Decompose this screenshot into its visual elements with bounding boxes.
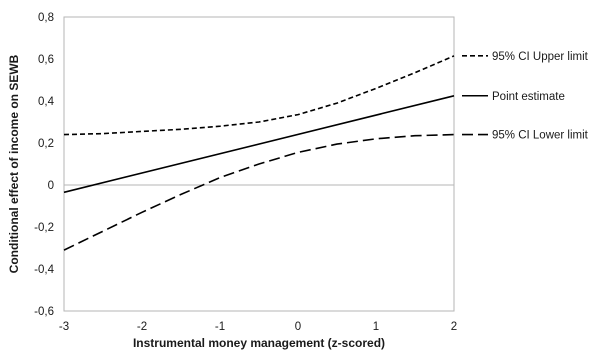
y-tick-label: -0,6 bbox=[34, 306, 54, 318]
y-tick-label: -0,4 bbox=[34, 264, 54, 276]
y-tick-label: 0,8 bbox=[38, 12, 54, 24]
y-tick-label: 0 bbox=[48, 180, 54, 192]
y-axis-ticks: 0,8 0,6 0,4 0,2 0 -0,2 -0,4 -0,6 bbox=[34, 12, 54, 318]
y-axis-title: Conditional effect of income on SEWB bbox=[7, 54, 21, 273]
x-tick-label: -1 bbox=[215, 321, 225, 333]
y-tick-label: 0,6 bbox=[38, 54, 54, 66]
legend-label-3: 95% CI Lower limit bbox=[492, 130, 589, 142]
x-tick-label: -3 bbox=[59, 321, 69, 333]
series-line-2 bbox=[63, 95, 455, 194]
x-tick-label: 1 bbox=[373, 321, 379, 333]
plot-border bbox=[63, 16, 455, 312]
series-line-1 bbox=[63, 55, 455, 136]
x-tick-label: -2 bbox=[137, 321, 147, 333]
y-tick-label: 0,4 bbox=[38, 96, 55, 108]
y-tick-label: 0,2 bbox=[38, 138, 54, 150]
x-axis-title: Instrumental money management (z-scored) bbox=[133, 336, 385, 350]
x-axis-ticks: -3 -2 -1 0 1 2 bbox=[59, 321, 457, 333]
legend-label-2: Point estimate bbox=[492, 91, 565, 103]
series-lines bbox=[63, 55, 455, 251]
x-tick-label: 0 bbox=[295, 321, 301, 333]
legend-label-1: 95% CI Upper limit bbox=[492, 51, 589, 63]
legend: 95% CI Upper limit Point estimate 95% CI L… bbox=[462, 51, 589, 142]
x-tick-label: 2 bbox=[451, 321, 457, 333]
plot-area bbox=[63, 16, 455, 312]
series-line-3 bbox=[63, 133, 455, 251]
y-tick-label: -0,2 bbox=[34, 222, 54, 234]
